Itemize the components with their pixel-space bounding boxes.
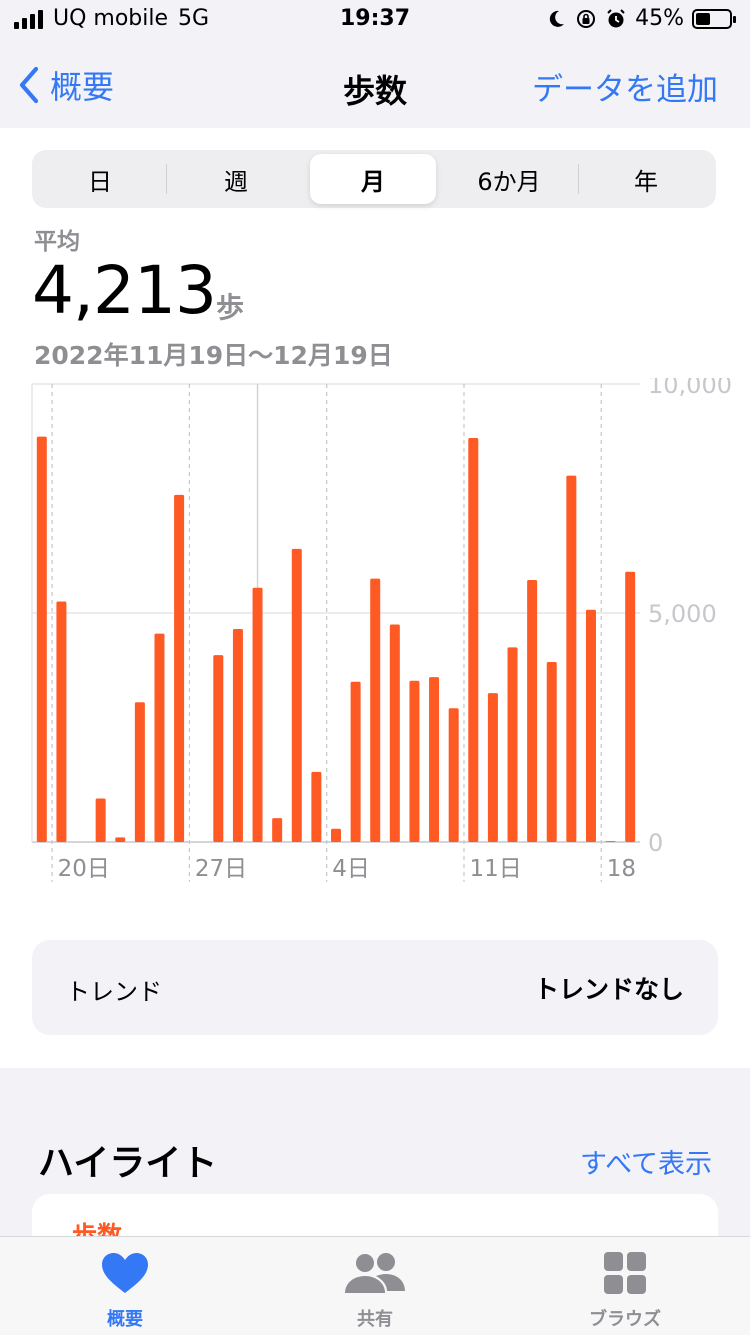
chart-bar <box>213 655 223 842</box>
trend-value: トレンドなし <box>534 970 684 1006</box>
tab-bar: 概要 共有 ブラウズ <box>0 1236 750 1335</box>
battery-fill <box>696 13 710 25</box>
moon-icon <box>545 8 567 30</box>
people-icon <box>343 1251 407 1295</box>
chart-bar <box>37 437 47 842</box>
steps-bar-chart[interactable]: 10,000 5,000 0 20日 27日 4日 11日 18 <box>0 378 750 898</box>
chart-bar <box>527 580 537 842</box>
chart-bar <box>154 634 164 842</box>
status-right: 45% <box>545 6 732 31</box>
tab-sharing-label: 共有 <box>300 1305 450 1331</box>
period-segmented-control: 日 週 月 6か月 年 <box>32 150 716 208</box>
x-tick-label: 18 <box>607 856 636 882</box>
battery-icon <box>692 9 732 29</box>
segment-divider <box>578 164 579 194</box>
y-tick-label: 5,000 <box>648 600 717 628</box>
x-tick-label: 27日 <box>195 856 247 882</box>
tab-browse[interactable]: ブラウズ <box>550 1251 700 1331</box>
chart-bar <box>370 579 380 842</box>
chart-bar <box>625 572 635 842</box>
battery-percent: 45% <box>635 6 684 31</box>
trend-label: トレンド <box>66 972 162 1007</box>
segment-year[interactable]: 年 <box>580 154 712 204</box>
y-tick-label: 10,000 <box>648 378 732 399</box>
chart-bar <box>311 772 321 842</box>
status-bar: UQ mobile 5G 19:37 45% <box>0 0 750 44</box>
chart-bar <box>292 549 302 842</box>
chart-bar <box>115 837 125 842</box>
segment-divider <box>166 164 167 194</box>
x-tick-label: 4日 <box>332 856 370 882</box>
chart-bar <box>135 702 145 842</box>
heart-icon <box>100 1251 150 1295</box>
trend-card[interactable]: トレンド トレンドなし <box>32 940 718 1035</box>
segment-six-months[interactable]: 6か月 <box>442 154 576 204</box>
chart-bar <box>174 495 184 842</box>
see-all-link[interactable]: すべて表示 <box>580 1142 712 1181</box>
chart-bar <box>566 476 576 842</box>
date-range: 2022年11月19日〜12月19日 <box>34 336 393 372</box>
segment-week[interactable]: 週 <box>168 154 304 204</box>
chart-bar <box>331 829 341 842</box>
average-label: 平均 <box>34 222 80 256</box>
chart-bar <box>272 818 282 842</box>
tab-browse-label: ブラウズ <box>550 1305 700 1331</box>
chart-bar <box>449 708 459 842</box>
chart-bar <box>409 681 419 842</box>
tab-summary-label: 概要 <box>50 1305 200 1331</box>
chart-bar <box>508 647 518 842</box>
tab-summary[interactable]: 概要 <box>50 1251 200 1331</box>
average-value: 4,213 <box>32 252 216 329</box>
average-unit: 歩 <box>216 286 244 326</box>
chart-bar <box>468 438 478 842</box>
chart-bar <box>56 602 66 842</box>
alarm-icon <box>605 8 627 30</box>
chart-bar <box>547 662 557 842</box>
segment-month[interactable]: 月 <box>310 154 436 204</box>
nav-bar: 概要 歩数 データを追加 <box>0 44 750 128</box>
add-data-button[interactable]: データを追加 <box>532 64 718 109</box>
x-tick-label: 11日 <box>469 856 521 882</box>
grid-icon <box>603 1251 647 1295</box>
rotation-lock-icon <box>575 8 597 30</box>
segment-day[interactable]: 日 <box>36 154 164 204</box>
chart-bar <box>390 624 400 842</box>
chart-bar <box>488 693 498 842</box>
tab-sharing[interactable]: 共有 <box>300 1251 450 1331</box>
chart-bar <box>429 677 439 842</box>
highlights-heading: ハイライト <box>38 1134 217 1186</box>
chart-bar <box>586 610 596 842</box>
x-tick-label: 20日 <box>58 856 110 882</box>
chart-bar <box>233 629 243 842</box>
chart-bar <box>96 798 106 842</box>
chart-bar <box>253 588 263 842</box>
chart-bar <box>351 682 361 842</box>
y-tick-label: 0 <box>648 829 663 857</box>
chart-bar <box>606 841 616 842</box>
main-panel: 日 週 月 6か月 年 平均 4,213 歩 2022年11月19日〜12月19… <box>0 128 750 1068</box>
